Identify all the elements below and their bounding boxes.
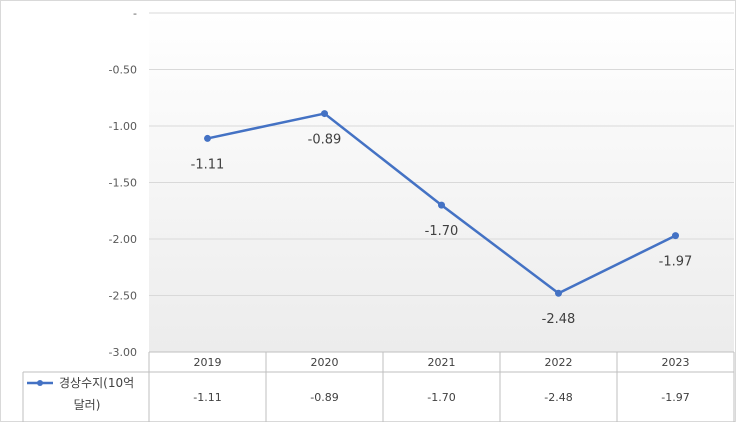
y-tick-label: -1.50	[109, 177, 137, 190]
data-point	[672, 232, 679, 240]
x-category-label: 2021	[428, 356, 456, 369]
table-value-cell: -0.89	[310, 391, 338, 404]
y-tick-label: -0.50	[109, 64, 137, 77]
y-axis-ticks: - -0.50 -1.00 -1.50 -2.00 -2.50 -3.00	[109, 7, 137, 359]
table-value-cell: -1.11	[193, 391, 221, 404]
data-label: -1.70	[425, 224, 459, 239]
table-value-cell: -1.97	[661, 391, 689, 404]
y-tick-label: -2.00	[109, 233, 137, 246]
data-labels: -1.11 -0.89 -1.70 -2.48 -1.97	[191, 133, 693, 328]
table-value-cell: -1.70	[427, 391, 455, 404]
legend-label-line1: 경상수지(10억	[59, 376, 134, 390]
data-label: -1.11	[191, 157, 225, 172]
data-label: -2.48	[542, 312, 576, 327]
y-tick-label: -	[133, 7, 137, 20]
x-category-label: 2020	[311, 356, 339, 369]
x-category-label: 2019	[194, 356, 222, 369]
data-point	[438, 201, 445, 209]
legend-marker-swatch	[37, 380, 43, 386]
data-table: 2019 2020 2021 2022 2023 -1.11 -0.89 -1.70 -2.48…	[22, 351, 735, 422]
y-tick-label: -1.00	[109, 120, 137, 133]
data-point	[321, 110, 328, 118]
data-label: -1.97	[659, 255, 693, 270]
y-tick-label: -2.50	[109, 290, 137, 303]
table-value-cell: -2.48	[544, 391, 572, 404]
series-line-group	[204, 110, 679, 297]
x-category-label: 2023	[662, 356, 690, 369]
data-label: -0.89	[308, 133, 342, 148]
data-point	[555, 289, 562, 297]
gridlines	[149, 12, 734, 296]
data-point	[204, 134, 211, 142]
legend-label-line2: 달러)	[74, 398, 101, 412]
x-category-label: 2022	[545, 356, 573, 369]
y-tick-label: -3.00	[109, 346, 137, 359]
